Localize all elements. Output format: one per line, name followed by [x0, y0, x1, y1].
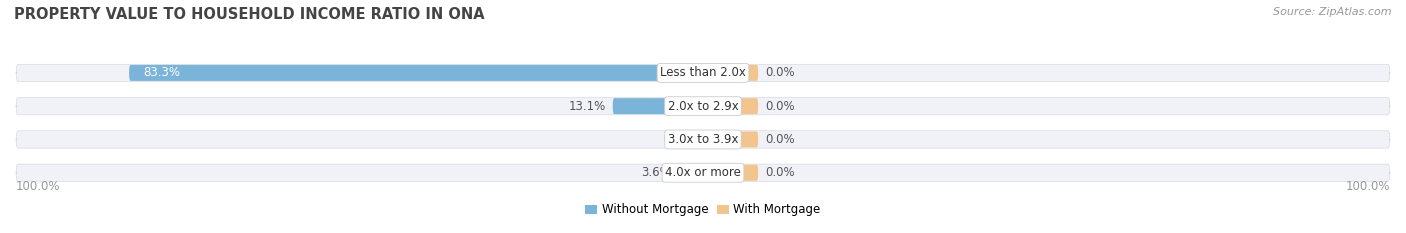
Text: 0.0%: 0.0%: [765, 133, 794, 146]
FancyBboxPatch shape: [129, 65, 703, 81]
FancyBboxPatch shape: [15, 64, 1391, 82]
Text: Source: ZipAtlas.com: Source: ZipAtlas.com: [1274, 7, 1392, 17]
Text: 2.0x to 2.9x: 2.0x to 2.9x: [668, 100, 738, 113]
FancyBboxPatch shape: [15, 98, 1391, 115]
Text: 83.3%: 83.3%: [143, 66, 180, 79]
FancyBboxPatch shape: [15, 164, 1391, 182]
Text: 0.0%: 0.0%: [765, 166, 794, 179]
FancyBboxPatch shape: [613, 98, 703, 114]
FancyBboxPatch shape: [703, 131, 758, 147]
Legend: Without Mortgage, With Mortgage: Without Mortgage, With Mortgage: [581, 199, 825, 221]
Text: 100.0%: 100.0%: [1346, 180, 1391, 193]
Text: 3.6%: 3.6%: [641, 166, 671, 179]
FancyBboxPatch shape: [15, 131, 1391, 148]
Text: 0.0%: 0.0%: [664, 133, 693, 146]
Text: 100.0%: 100.0%: [15, 180, 60, 193]
Text: 3.0x to 3.9x: 3.0x to 3.9x: [668, 133, 738, 146]
FancyBboxPatch shape: [678, 165, 703, 181]
Text: 4.0x or more: 4.0x or more: [665, 166, 741, 179]
Text: 0.0%: 0.0%: [765, 100, 794, 113]
Text: Less than 2.0x: Less than 2.0x: [659, 66, 747, 79]
FancyBboxPatch shape: [703, 98, 758, 114]
FancyBboxPatch shape: [703, 65, 758, 81]
Text: 0.0%: 0.0%: [765, 66, 794, 79]
FancyBboxPatch shape: [703, 165, 758, 181]
Text: 13.1%: 13.1%: [568, 100, 606, 113]
Text: PROPERTY VALUE TO HOUSEHOLD INCOME RATIO IN ONA: PROPERTY VALUE TO HOUSEHOLD INCOME RATIO…: [14, 7, 485, 22]
